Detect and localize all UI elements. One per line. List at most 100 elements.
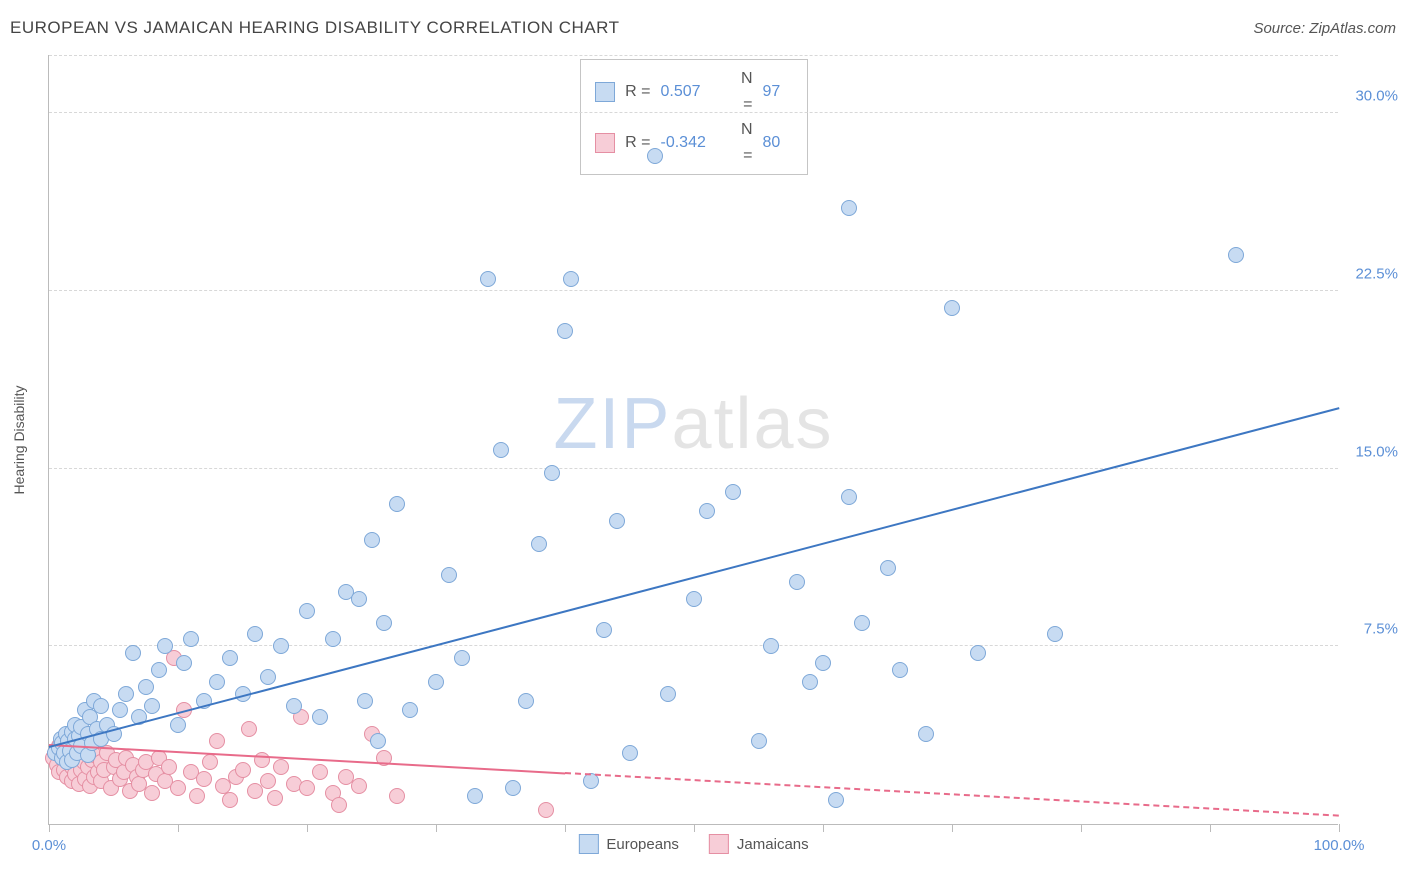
x-tick-label: 0.0% xyxy=(32,837,66,854)
data-point-europeans xyxy=(944,300,960,316)
legend-item-europeans: Europeans xyxy=(578,834,679,854)
n-value-jamaicans: 80 xyxy=(763,130,793,156)
y-axis-title: Hearing Disability xyxy=(11,385,27,494)
data-point-jamaicans xyxy=(331,797,347,813)
data-point-jamaicans xyxy=(389,788,405,804)
r-label: R = xyxy=(625,130,651,156)
data-point-europeans xyxy=(789,574,805,590)
data-point-europeans xyxy=(751,733,767,749)
data-point-europeans xyxy=(222,650,238,666)
legend-label-europeans: Europeans xyxy=(606,836,679,853)
data-point-europeans xyxy=(351,591,367,607)
x-tick xyxy=(49,824,50,832)
data-point-jamaicans xyxy=(260,773,276,789)
grid-line xyxy=(49,290,1338,291)
watermark-atlas: atlas xyxy=(671,384,833,464)
grid-line xyxy=(49,55,1338,56)
data-point-europeans xyxy=(402,702,418,718)
data-point-europeans xyxy=(151,662,167,678)
data-point-jamaicans xyxy=(170,780,186,796)
data-point-europeans xyxy=(557,323,573,339)
n-label: N = xyxy=(731,117,753,168)
trend-line-europeans xyxy=(49,407,1339,748)
watermark-zip: ZIP xyxy=(553,384,671,464)
data-point-europeans xyxy=(609,513,625,529)
data-point-europeans xyxy=(686,591,702,607)
data-point-europeans xyxy=(544,465,560,481)
data-point-europeans xyxy=(493,442,509,458)
x-tick xyxy=(1081,824,1082,832)
data-point-europeans xyxy=(841,489,857,505)
data-point-europeans xyxy=(1228,247,1244,263)
data-point-europeans xyxy=(144,698,160,714)
x-tick xyxy=(1339,824,1340,832)
y-tick-label: 15.0% xyxy=(1343,443,1398,460)
n-value-europeans: 97 xyxy=(763,79,793,105)
data-point-europeans xyxy=(660,686,676,702)
data-point-europeans xyxy=(880,560,896,576)
x-tick xyxy=(436,824,437,832)
data-point-jamaicans xyxy=(299,780,315,796)
data-point-europeans xyxy=(454,650,470,666)
scatter-plot-area: Hearing Disability ZIPatlas R = 0.507 N … xyxy=(48,55,1338,825)
data-point-europeans xyxy=(389,496,405,512)
data-point-europeans xyxy=(209,674,225,690)
x-tick xyxy=(307,824,308,832)
chart-source: Source: ZipAtlas.com xyxy=(1253,20,1396,37)
legend-item-jamaicans: Jamaicans xyxy=(709,834,809,854)
data-point-europeans xyxy=(918,726,934,742)
x-tick xyxy=(178,824,179,832)
stats-legend-box: R = 0.507 N = 97 R = -0.342 N = 80 xyxy=(580,59,808,175)
data-point-jamaicans xyxy=(196,771,212,787)
data-point-jamaicans xyxy=(351,778,367,794)
data-point-jamaicans xyxy=(189,788,205,804)
data-point-europeans xyxy=(428,674,444,690)
watermark: ZIPatlas xyxy=(553,383,833,465)
data-point-europeans xyxy=(441,567,457,583)
data-point-jamaicans xyxy=(209,733,225,749)
chart-title: EUROPEAN VS JAMAICAN HEARING DISABILITY … xyxy=(10,18,619,38)
data-point-europeans xyxy=(176,655,192,671)
grid-line xyxy=(49,112,1338,113)
data-point-jamaicans xyxy=(161,759,177,775)
data-point-europeans xyxy=(157,638,173,654)
data-point-europeans xyxy=(518,693,534,709)
n-label: N = xyxy=(731,66,753,117)
x-tick xyxy=(1210,824,1211,832)
data-point-jamaicans xyxy=(202,754,218,770)
x-tick xyxy=(694,824,695,832)
data-point-europeans xyxy=(970,645,986,661)
x-tick-label: 100.0% xyxy=(1314,837,1365,854)
data-point-europeans xyxy=(841,200,857,216)
data-point-europeans xyxy=(183,631,199,647)
r-value-europeans: 0.507 xyxy=(661,79,721,105)
data-point-jamaicans xyxy=(312,764,328,780)
data-point-jamaicans xyxy=(538,802,554,818)
data-point-jamaicans xyxy=(144,785,160,801)
r-label: R = xyxy=(625,79,651,105)
data-point-jamaicans xyxy=(241,721,257,737)
stats-row-jamaicans: R = -0.342 N = 80 xyxy=(595,117,793,168)
data-point-europeans xyxy=(647,148,663,164)
data-point-europeans xyxy=(325,631,341,647)
legend-label-jamaicans: Jamaicans xyxy=(737,836,809,853)
data-point-europeans xyxy=(357,693,373,709)
data-point-jamaicans xyxy=(235,762,251,778)
data-point-europeans xyxy=(273,638,289,654)
grid-line xyxy=(49,468,1338,469)
trend-line-jamaicans-dashed xyxy=(565,772,1339,817)
data-point-europeans xyxy=(299,603,315,619)
data-point-europeans xyxy=(480,271,496,287)
swatch-europeans xyxy=(595,82,615,102)
data-point-europeans xyxy=(1047,626,1063,642)
data-point-europeans xyxy=(622,745,638,761)
data-point-europeans xyxy=(531,536,547,552)
data-point-europeans xyxy=(112,702,128,718)
data-point-europeans xyxy=(138,679,154,695)
data-point-europeans xyxy=(725,484,741,500)
data-point-europeans xyxy=(170,717,186,733)
stats-row-europeans: R = 0.507 N = 97 xyxy=(595,66,793,117)
x-tick xyxy=(565,824,566,832)
data-point-europeans xyxy=(892,662,908,678)
data-point-europeans xyxy=(763,638,779,654)
